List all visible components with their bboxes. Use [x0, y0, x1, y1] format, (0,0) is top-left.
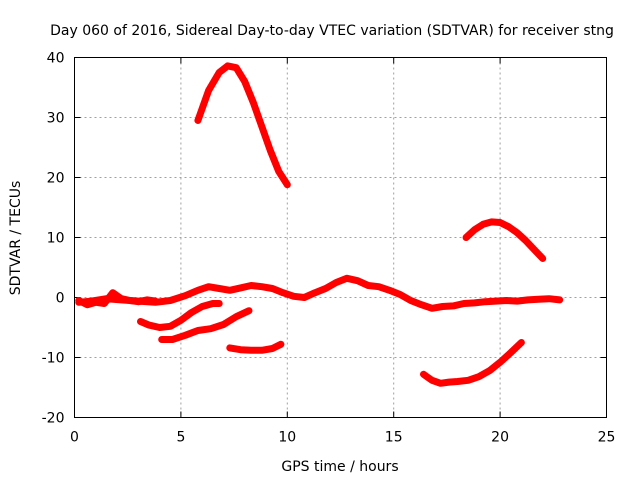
- series-arc-7: [420, 339, 525, 387]
- x-axis-label: GPS time / hours: [281, 459, 398, 475]
- y-tick-label: 40: [47, 51, 65, 67]
- grid-lines: [74, 57, 607, 418]
- series-arc-6: [226, 340, 285, 354]
- y-tick-label: -20: [42, 411, 65, 427]
- x-tick-label: 10: [278, 430, 296, 446]
- series-arc-5: [158, 307, 253, 343]
- series-arc-4: [137, 300, 223, 331]
- x-tick-label: 5: [176, 430, 185, 446]
- y-axis-label: SDTVAR / TECUs: [8, 181, 24, 296]
- y-tick-label: 20: [47, 171, 65, 187]
- y-tick-label: 0: [56, 291, 65, 307]
- series-arc-3: [194, 62, 291, 189]
- y-tick-label: 30: [47, 111, 65, 127]
- plot-frame: [74, 57, 607, 418]
- y-tick-label: -10: [42, 351, 65, 367]
- series-arc-2: [75, 289, 159, 309]
- chart-title: Day 060 of 2016, Sidereal Day-to-day VTE…: [50, 23, 614, 39]
- x-tick-label: 25: [598, 430, 616, 446]
- x-tick-label: 0: [70, 430, 79, 446]
- x-tick-label: 15: [385, 430, 403, 446]
- y-tick-label: 10: [47, 231, 65, 247]
- x-tick-label: 20: [491, 430, 509, 446]
- series-layer: [75, 62, 564, 387]
- series-arc-1: [75, 274, 564, 312]
- series-arc-8: [462, 218, 547, 262]
